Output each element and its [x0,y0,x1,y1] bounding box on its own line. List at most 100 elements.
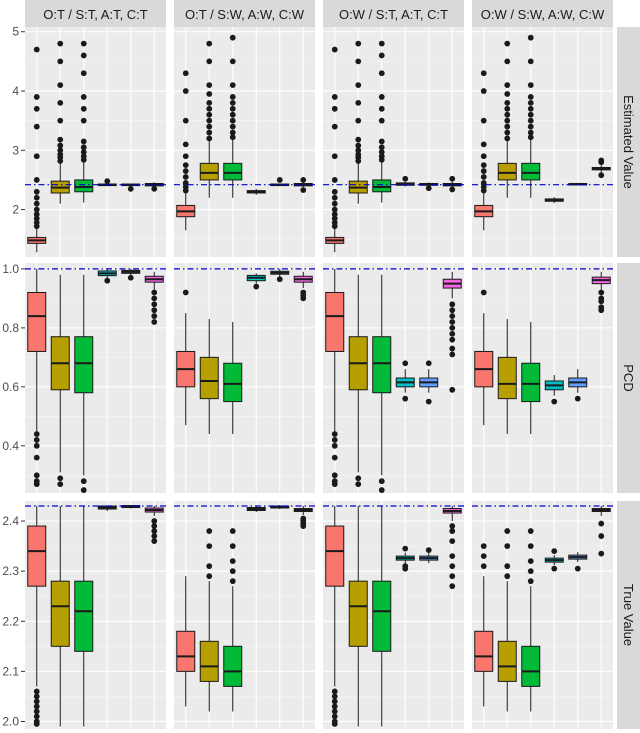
facet-strip-top [174,0,315,27]
outlier-point [480,184,487,190]
outlier-point [504,82,511,88]
outlier-point [151,301,158,308]
outlier-point [80,478,87,485]
outlier-point [80,40,87,47]
box-iqr [521,162,541,181]
outlier-point [80,117,87,124]
box-iqr [521,645,541,687]
outlier-point [300,295,307,302]
boxplot-4 [544,375,564,405]
outlier-point [206,99,213,106]
outlier-point [331,219,338,226]
box-iqr [223,162,243,181]
outlier-point [80,144,87,151]
outlier-point [33,194,40,201]
outlier-point [378,105,385,112]
outlier-point [331,206,338,213]
facet-column-label: O:T / S:W, A:W, C:W [185,7,305,22]
outlier-point [57,82,64,88]
outlier-point [33,437,40,443]
outlier-point [57,151,64,158]
outlier-point [33,472,40,479]
y-tick-label: 2.2 [2,614,19,628]
boxplot-2 [199,528,219,712]
outlier-point [480,174,487,180]
outlier-point [300,187,307,193]
box-iqr [50,580,70,647]
outlier-point [425,547,432,554]
boxplot-3 [74,40,94,203]
outlier-point [33,698,40,705]
outlier-point [449,528,456,534]
outlier-point [402,360,409,367]
outlier-point [527,58,534,65]
outlier-point [425,185,432,192]
outlier-point [480,543,487,549]
box-iqr [325,525,345,587]
outlier-point [331,713,338,720]
box-iqr [372,580,392,652]
outlier-point [378,52,385,59]
facet-panel [174,263,315,493]
boxplot-1 [325,268,345,488]
panel-background [323,27,464,257]
outlier-point [480,563,487,570]
outlier-point [378,94,385,100]
facet-panel [174,501,315,729]
outlier-point [104,277,111,284]
outlier-point [300,177,307,183]
boxplot-5 [419,547,439,564]
panel-background [472,27,613,257]
outlier-point [80,153,87,160]
outlier-point [504,123,511,130]
y-tick-label: 0.8 [2,321,19,335]
outlier-point [527,111,534,118]
outlier-point [151,523,158,529]
outlier-point [33,431,40,437]
outlier-point [425,360,432,367]
outlier-point [527,558,534,565]
outlier-point [504,105,511,112]
outlier-point [151,307,158,314]
outlier-point [598,307,605,314]
outlier-point [182,289,189,296]
facet-panel [472,27,613,257]
outlier-point [151,533,158,539]
outlier-point [402,545,409,552]
outlier-point [331,153,338,160]
y-tick-label: 2 [12,203,19,217]
outlier-point [527,105,534,112]
outlier-point [57,475,64,482]
outlier-point [331,431,338,437]
outlier-point [229,111,236,118]
outlier-point [206,135,213,142]
outlier-point [480,141,487,148]
y-tick-label: 2.4 [2,514,19,528]
boxplot-3 [521,528,541,712]
box-iqr [372,179,392,193]
facet-column-label: O:W / S:W, A:W, C:W [481,7,605,22]
boxplot-5 [568,369,588,402]
outlier-point [33,94,40,100]
outlier-point [331,46,338,53]
boxplot-3 [372,506,392,727]
outlier-point [182,168,189,174]
outlier-point [449,523,456,529]
boxplot-4 [395,360,415,402]
facet-strip-right [617,501,640,729]
panel-background [25,263,166,493]
box-iqr [74,179,94,193]
outlier-point [229,558,236,565]
outlier-point [425,398,432,405]
outlier-point [402,565,409,572]
boxplot-2 [199,319,219,435]
outlier-point [80,70,87,77]
facet-panel [323,27,464,257]
outlier-point [449,386,456,393]
boxplot-1 [474,543,494,707]
outlier-point [151,185,158,192]
boxplot-2 [348,506,368,727]
outlier-point [57,481,64,488]
facet-panel [25,501,166,729]
outlier-point [33,454,40,461]
